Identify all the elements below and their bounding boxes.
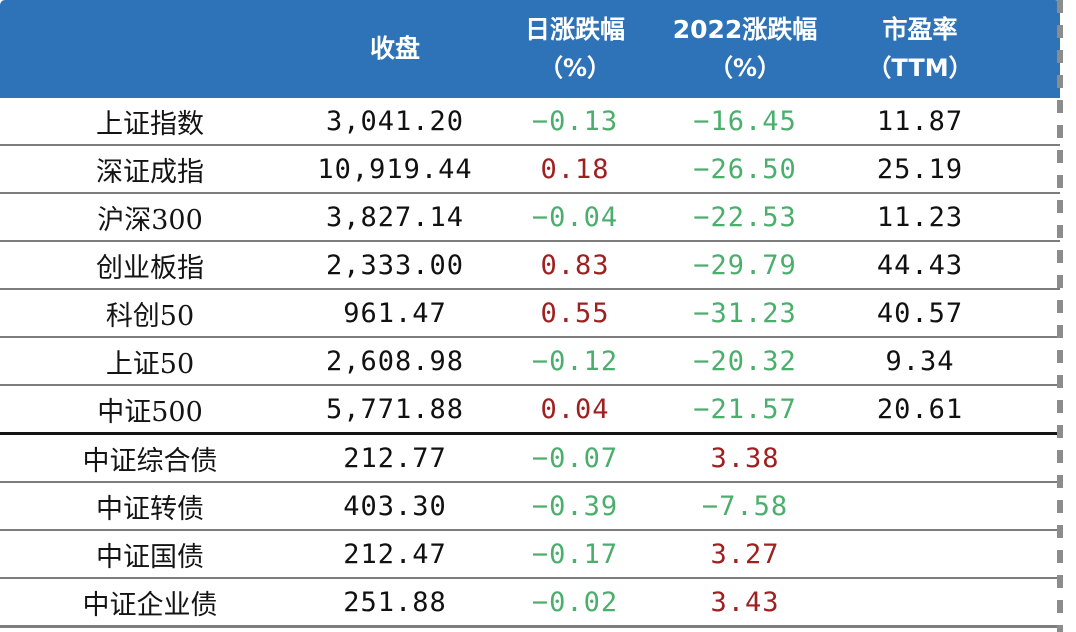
ytd-change-value: −22.53 — [660, 193, 860, 242]
column-header-daily-unit: （%） — [538, 53, 612, 82]
pe-value: 9.34 — [860, 337, 1060, 386]
ytd-change-value: −21.57 — [660, 385, 860, 435]
table-row: 科创50 961.47 0.55 −31.23 40.57 — [0, 289, 1060, 338]
pe-value: 20.61 — [860, 385, 1060, 435]
column-header-daily-label: 日涨跌幅 — [524, 15, 625, 45]
daily-change-value: 0.04 — [490, 385, 660, 435]
ytd-change-value: −26.50 — [660, 145, 860, 194]
daily-change-value: −0.04 — [490, 193, 660, 242]
ytd-change-value: −31.23 — [660, 289, 860, 338]
close-value: 3,827.14 — [300, 193, 490, 242]
pe-value — [860, 578, 1060, 628]
close-value: 403.30 — [300, 482, 490, 531]
index-name: 深证成指 — [0, 145, 300, 194]
ytd-change-value: 3.38 — [660, 433, 860, 483]
ytd-change-value: 3.27 — [660, 530, 860, 579]
daily-change-value: −0.39 — [490, 482, 660, 531]
index-name: 科创50 — [0, 289, 300, 338]
close-value: 961.47 — [300, 289, 490, 338]
pe-value — [860, 530, 1060, 579]
close-value: 2,608.98 — [300, 337, 490, 386]
ytd-change-value: −16.45 — [660, 98, 860, 146]
column-header-ytd-unit: （%） — [708, 53, 782, 82]
header-row: 收盘 日涨跌幅 （%） 2022涨跌幅 （%） 市盈率 （TTM） — [0, 0, 1060, 98]
column-header-ytd-change: 2022涨跌幅 （%） — [660, 0, 860, 98]
ytd-change-value: −7.58 — [660, 482, 860, 531]
column-header-name — [0, 0, 300, 98]
index-name: 上证50 — [0, 337, 300, 386]
index-name: 上证指数 — [0, 98, 300, 146]
table-header: 收盘 日涨跌幅 （%） 2022涨跌幅 （%） 市盈率 （TTM） — [0, 0, 1060, 98]
close-value: 212.77 — [300, 433, 490, 483]
pe-value: 11.23 — [860, 193, 1060, 242]
index-name: 中证国债 — [0, 530, 300, 579]
table-row: 深证成指 10,919.44 0.18 −26.50 25.19 — [0, 145, 1060, 194]
index-name: 中证转债 — [0, 482, 300, 531]
index-name: 中证500 — [0, 385, 300, 435]
table-row: 上证指数 3,041.20 −0.13 −16.45 11.87 — [0, 98, 1060, 146]
column-header-ytd-label: 2022涨跌幅 — [672, 15, 818, 45]
index-name: 中证综合债 — [0, 433, 300, 483]
table-row: 中证企业债 251.88 −0.02 3.43 — [0, 578, 1060, 628]
column-header-pe-label: 市盈率 — [882, 15, 958, 45]
column-header-pe: 市盈率 （TTM） — [860, 0, 1060, 98]
table-body: 上证指数 3,041.20 −0.13 −16.45 11.87 深证成指 10… — [0, 98, 1060, 628]
column-header-pe-unit: （TTM） — [867, 53, 973, 82]
table-row: 创业板指 2,333.00 0.83 −29.79 44.43 — [0, 241, 1060, 290]
daily-change-value: −0.02 — [490, 578, 660, 628]
column-header-close: 收盘 — [300, 0, 490, 98]
table-row: 沪深300 3,827.14 −0.04 −22.53 11.23 — [0, 193, 1060, 242]
ytd-change-value: −20.32 — [660, 337, 860, 386]
daily-change-value: −0.12 — [490, 337, 660, 386]
pe-value: 11.87 — [860, 98, 1060, 146]
close-value: 251.88 — [300, 578, 490, 628]
close-value: 5,771.88 — [300, 385, 490, 435]
pe-value — [860, 482, 1060, 531]
index-name: 创业板指 — [0, 241, 300, 290]
daily-change-value: −0.17 — [490, 530, 660, 579]
column-header-daily-change: 日涨跌幅 （%） — [490, 0, 660, 98]
close-value: 212.47 — [300, 530, 490, 579]
daily-change-value: 0.55 — [490, 289, 660, 338]
daily-change-value: −0.13 — [490, 98, 660, 146]
index-name: 中证企业债 — [0, 578, 300, 628]
table-row: 中证综合债 212.77 −0.07 3.38 — [0, 433, 1060, 483]
index-name: 沪深300 — [0, 193, 300, 242]
daily-change-value: 0.83 — [490, 241, 660, 290]
pe-value — [860, 433, 1060, 483]
ytd-change-value: −29.79 — [660, 241, 860, 290]
ytd-change-value: 3.43 — [660, 578, 860, 628]
column-header-close-label: 收盘 — [369, 33, 420, 63]
table-row-section-end: 中证500 5,771.88 0.04 −21.57 20.61 — [0, 385, 1060, 435]
table-row: 上证50 2,608.98 −0.12 −20.32 9.34 — [0, 337, 1060, 386]
close-value: 3,041.20 — [300, 98, 490, 146]
close-value: 10,919.44 — [300, 145, 490, 194]
pe-value: 44.43 — [860, 241, 1060, 290]
table-row: 中证转债 403.30 −0.39 −7.58 — [0, 482, 1060, 531]
close-value: 2,333.00 — [300, 241, 490, 290]
daily-change-value: −0.07 — [490, 433, 660, 483]
indices-table: 收盘 日涨跌幅 （%） 2022涨跌幅 （%） 市盈率 （TTM） 上证指数 — [0, 0, 1060, 628]
pe-value: 25.19 — [860, 145, 1060, 194]
daily-change-value: 0.18 — [490, 145, 660, 194]
table-row: 中证国债 212.47 −0.17 3.27 — [0, 530, 1060, 579]
pe-value: 40.57 — [860, 289, 1060, 338]
